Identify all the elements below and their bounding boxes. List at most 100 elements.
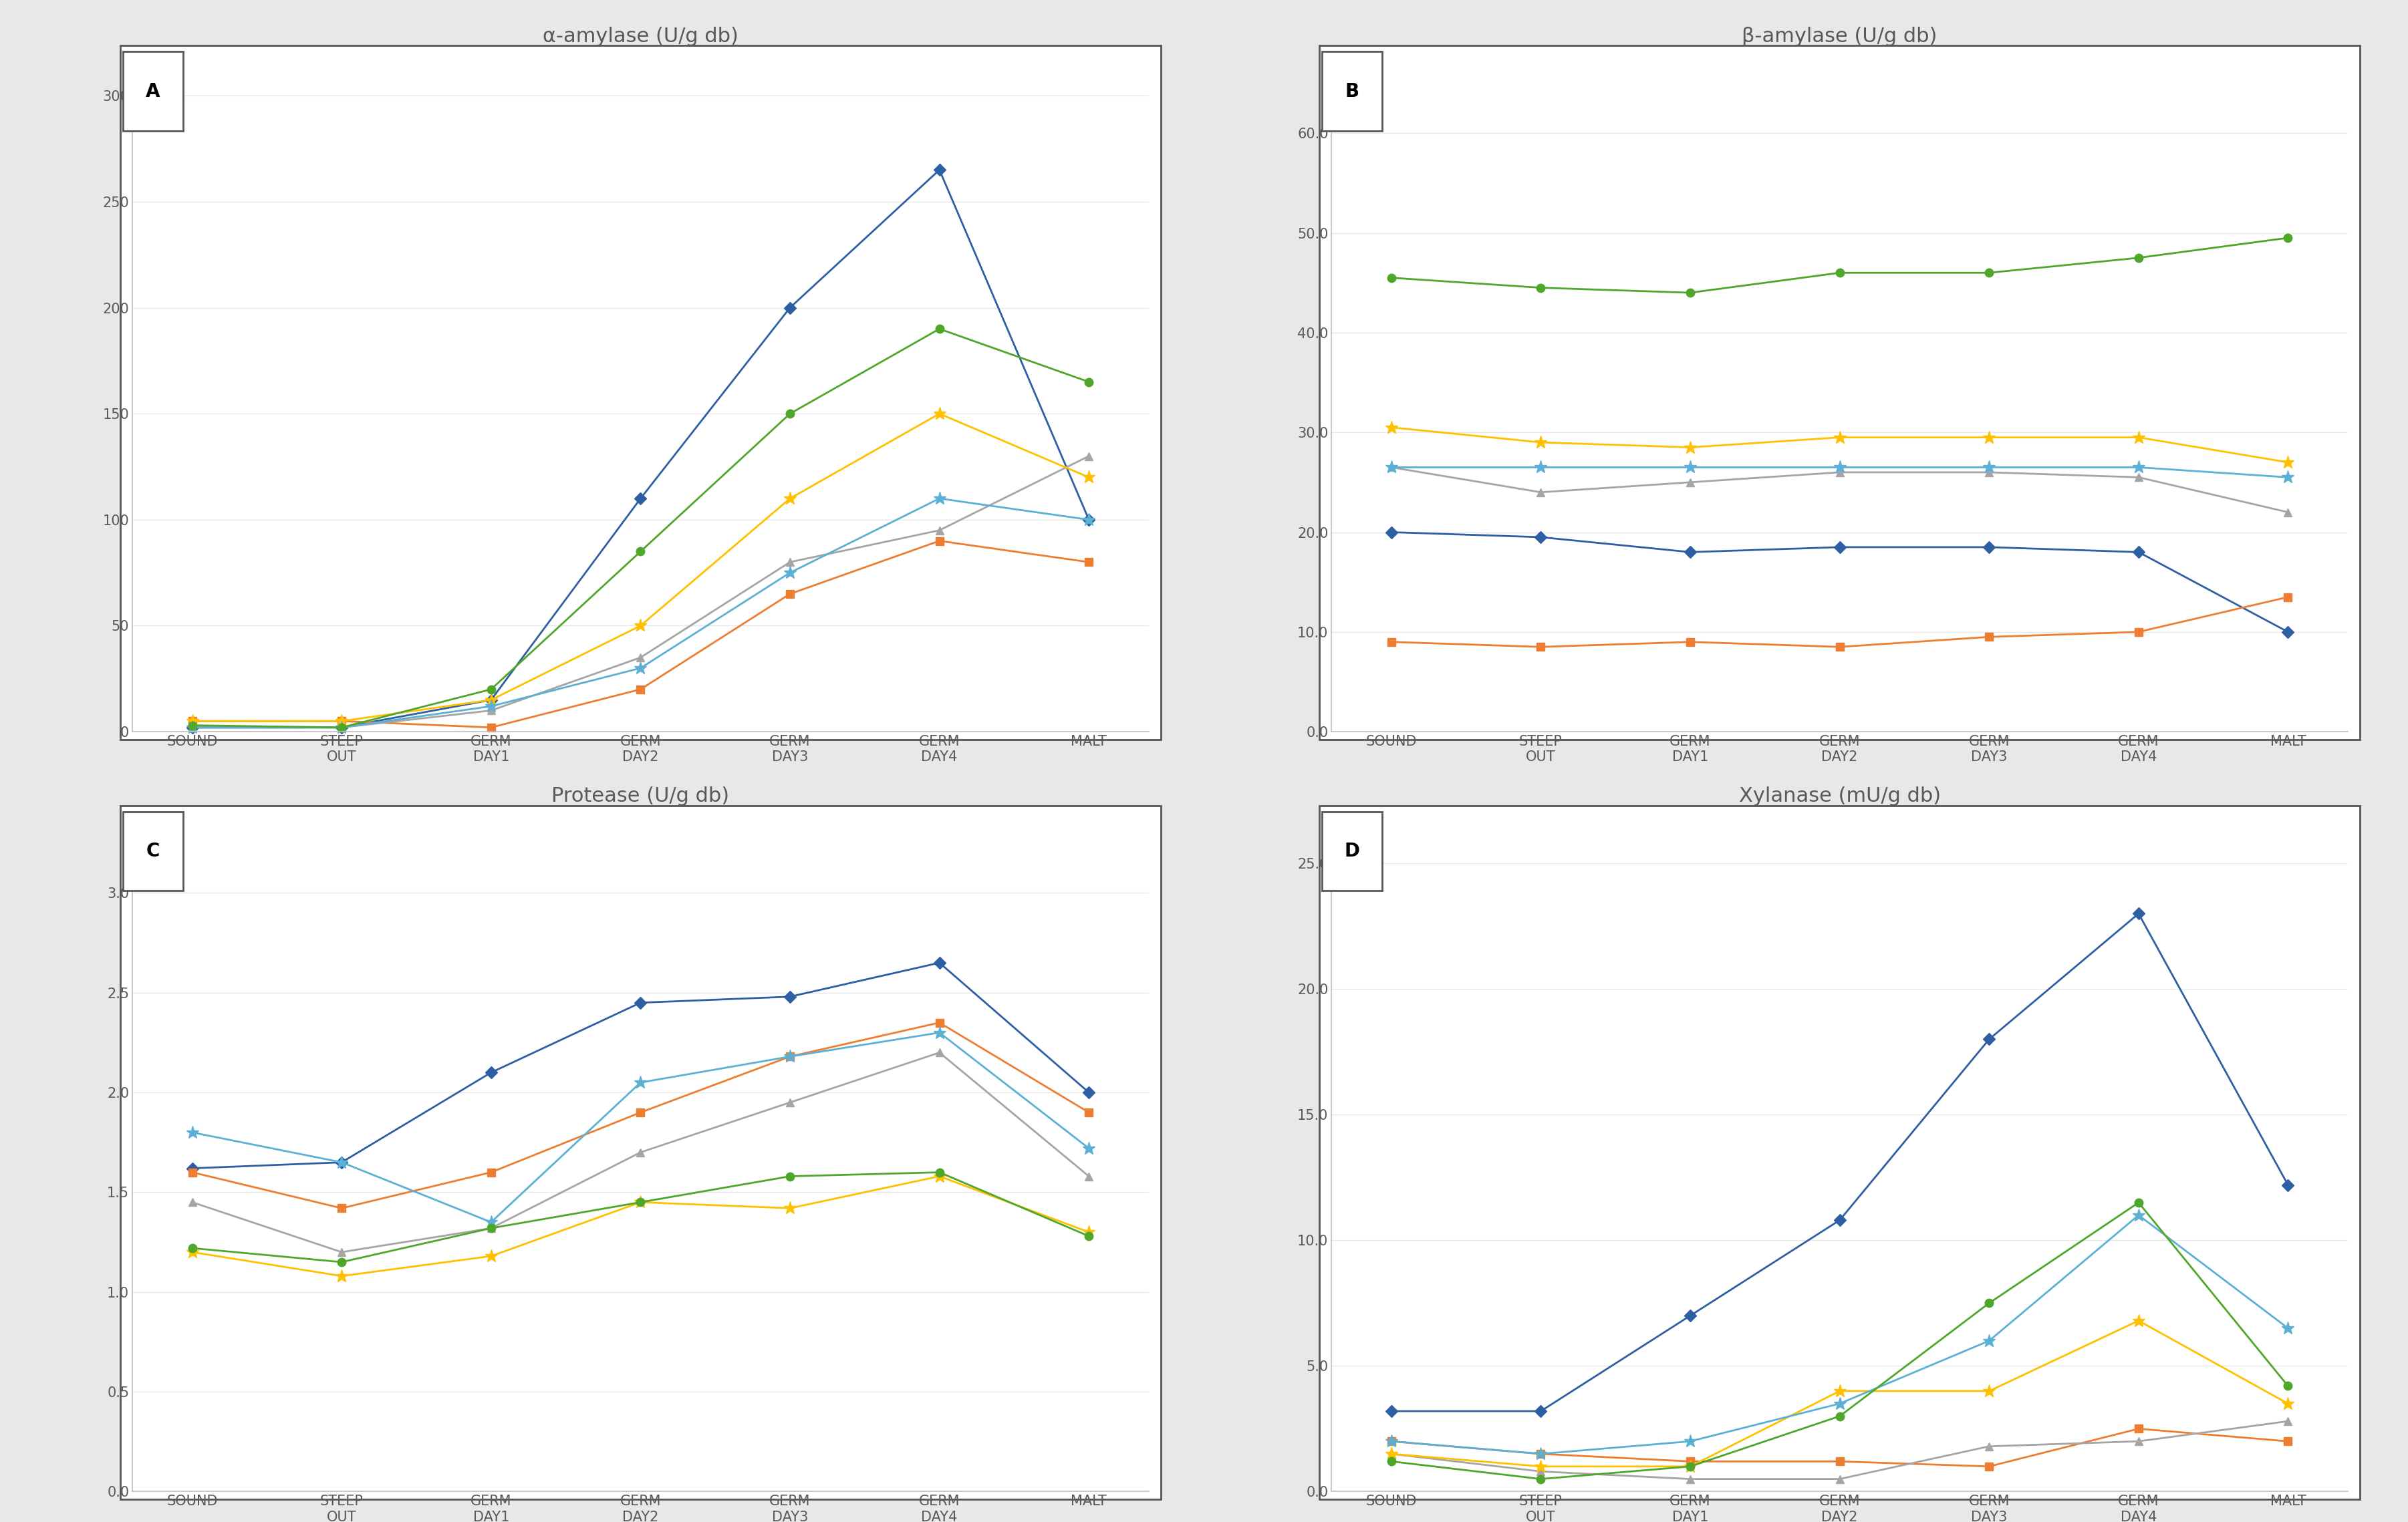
HRS (1377, 1452, 1406, 1470)
Barley (775, 298, 804, 317)
Spelt (925, 405, 954, 423)
Title: α-amylase (U/g db): α-amylase (U/g db) (542, 27, 739, 46)
HRS (2273, 228, 2302, 247)
Durum (2124, 458, 2153, 476)
Spelt (1074, 1224, 1103, 1242)
Barley (1825, 537, 1854, 556)
Einkorn (1074, 552, 1103, 571)
Emmer (327, 718, 356, 737)
Line: Einkorn: Einkorn (1387, 1425, 2292, 1470)
Line: Emmer: Emmer (188, 1049, 1093, 1256)
Barley (1377, 1402, 1406, 1420)
Line: Spelt: Spelt (185, 1170, 1096, 1283)
Spelt (775, 490, 804, 508)
Emmer (2273, 1412, 2302, 1431)
Text: C: C (147, 842, 159, 860)
Emmer (1527, 482, 1556, 501)
Emmer (775, 1093, 804, 1111)
Durum (775, 1047, 804, 1065)
Einkorn (2273, 587, 2302, 606)
Barley (1975, 537, 2003, 556)
Emmer (1377, 1444, 1406, 1463)
Line: Einkorn: Einkorn (188, 1018, 1093, 1213)
Line: Spelt: Spelt (1385, 422, 2295, 469)
Emmer (477, 1219, 506, 1237)
Spelt (2273, 1394, 2302, 1412)
Einkorn (925, 531, 954, 549)
HRS (477, 1219, 506, 1237)
Barley (477, 1064, 506, 1082)
Emmer (2124, 469, 2153, 487)
HRS (1825, 1406, 1854, 1425)
Barley (178, 1160, 207, 1178)
Emmer (626, 648, 655, 667)
Spelt (477, 691, 506, 709)
Durum (2273, 469, 2302, 487)
Einkorn (2124, 1420, 2153, 1438)
Barley (477, 691, 506, 709)
Spelt (2124, 428, 2153, 446)
Einkorn (178, 1163, 207, 1181)
Durum (2273, 1320, 2302, 1338)
Line: HRS: HRS (188, 1167, 1093, 1266)
Durum (477, 697, 506, 715)
Einkorn (775, 584, 804, 603)
Durum (1676, 458, 1705, 476)
Line: Einkorn: Einkorn (1387, 594, 2292, 651)
HRS (1527, 279, 1556, 297)
Durum (327, 1154, 356, 1172)
Einkorn (925, 1014, 954, 1032)
Line: HRS: HRS (1387, 234, 2292, 297)
HRS (2124, 248, 2153, 266)
Text: A: A (147, 82, 159, 100)
Spelt (1377, 419, 1406, 437)
Emmer (2124, 1432, 2153, 1450)
Line: Durum: Durum (1385, 461, 2295, 484)
Durum (1074, 510, 1103, 528)
Einkorn (1825, 1452, 1854, 1470)
Emmer (1074, 447, 1103, 466)
HRS (477, 680, 506, 699)
HRS (1825, 263, 1854, 282)
Line: Emmer: Emmer (1387, 1417, 2292, 1482)
Spelt (2124, 1312, 2153, 1330)
Durum (925, 490, 954, 508)
HRS (1676, 1457, 1705, 1475)
Barley (1527, 1402, 1556, 1420)
Einkorn (1377, 633, 1406, 651)
Barley (925, 161, 954, 180)
Durum (1825, 1394, 1854, 1412)
Emmer (1676, 1470, 1705, 1489)
Emmer (178, 718, 207, 737)
Barley (626, 994, 655, 1012)
Spelt (327, 712, 356, 731)
Line: Einkorn: Einkorn (188, 537, 1093, 732)
Durum (925, 1023, 954, 1041)
Line: Emmer: Emmer (1387, 463, 2292, 516)
Einkorn (1527, 1444, 1556, 1463)
Barley (1377, 524, 1406, 542)
Barley (1825, 1212, 1854, 1230)
Emmer (925, 521, 954, 539)
HRS (626, 542, 655, 560)
Spelt (2273, 454, 2302, 472)
Einkorn (1825, 638, 1854, 656)
Emmer (1074, 1167, 1103, 1186)
Spelt (1975, 1382, 2003, 1400)
Durum (1975, 1332, 2003, 1350)
Durum (477, 1213, 506, 1231)
Einkorn (1975, 627, 2003, 645)
Emmer (1676, 473, 1705, 492)
Barley (1074, 510, 1103, 528)
HRS (626, 1193, 655, 1212)
Barley (626, 490, 655, 508)
Durum (1074, 1140, 1103, 1158)
Einkorn (626, 680, 655, 699)
Spelt (1975, 428, 2003, 446)
Line: HRS: HRS (188, 324, 1093, 732)
Line: Barley: Barley (188, 959, 1093, 1172)
Barley (1975, 1030, 2003, 1049)
Einkorn (327, 712, 356, 731)
HRS (1377, 268, 1406, 286)
Spelt (775, 1199, 804, 1218)
